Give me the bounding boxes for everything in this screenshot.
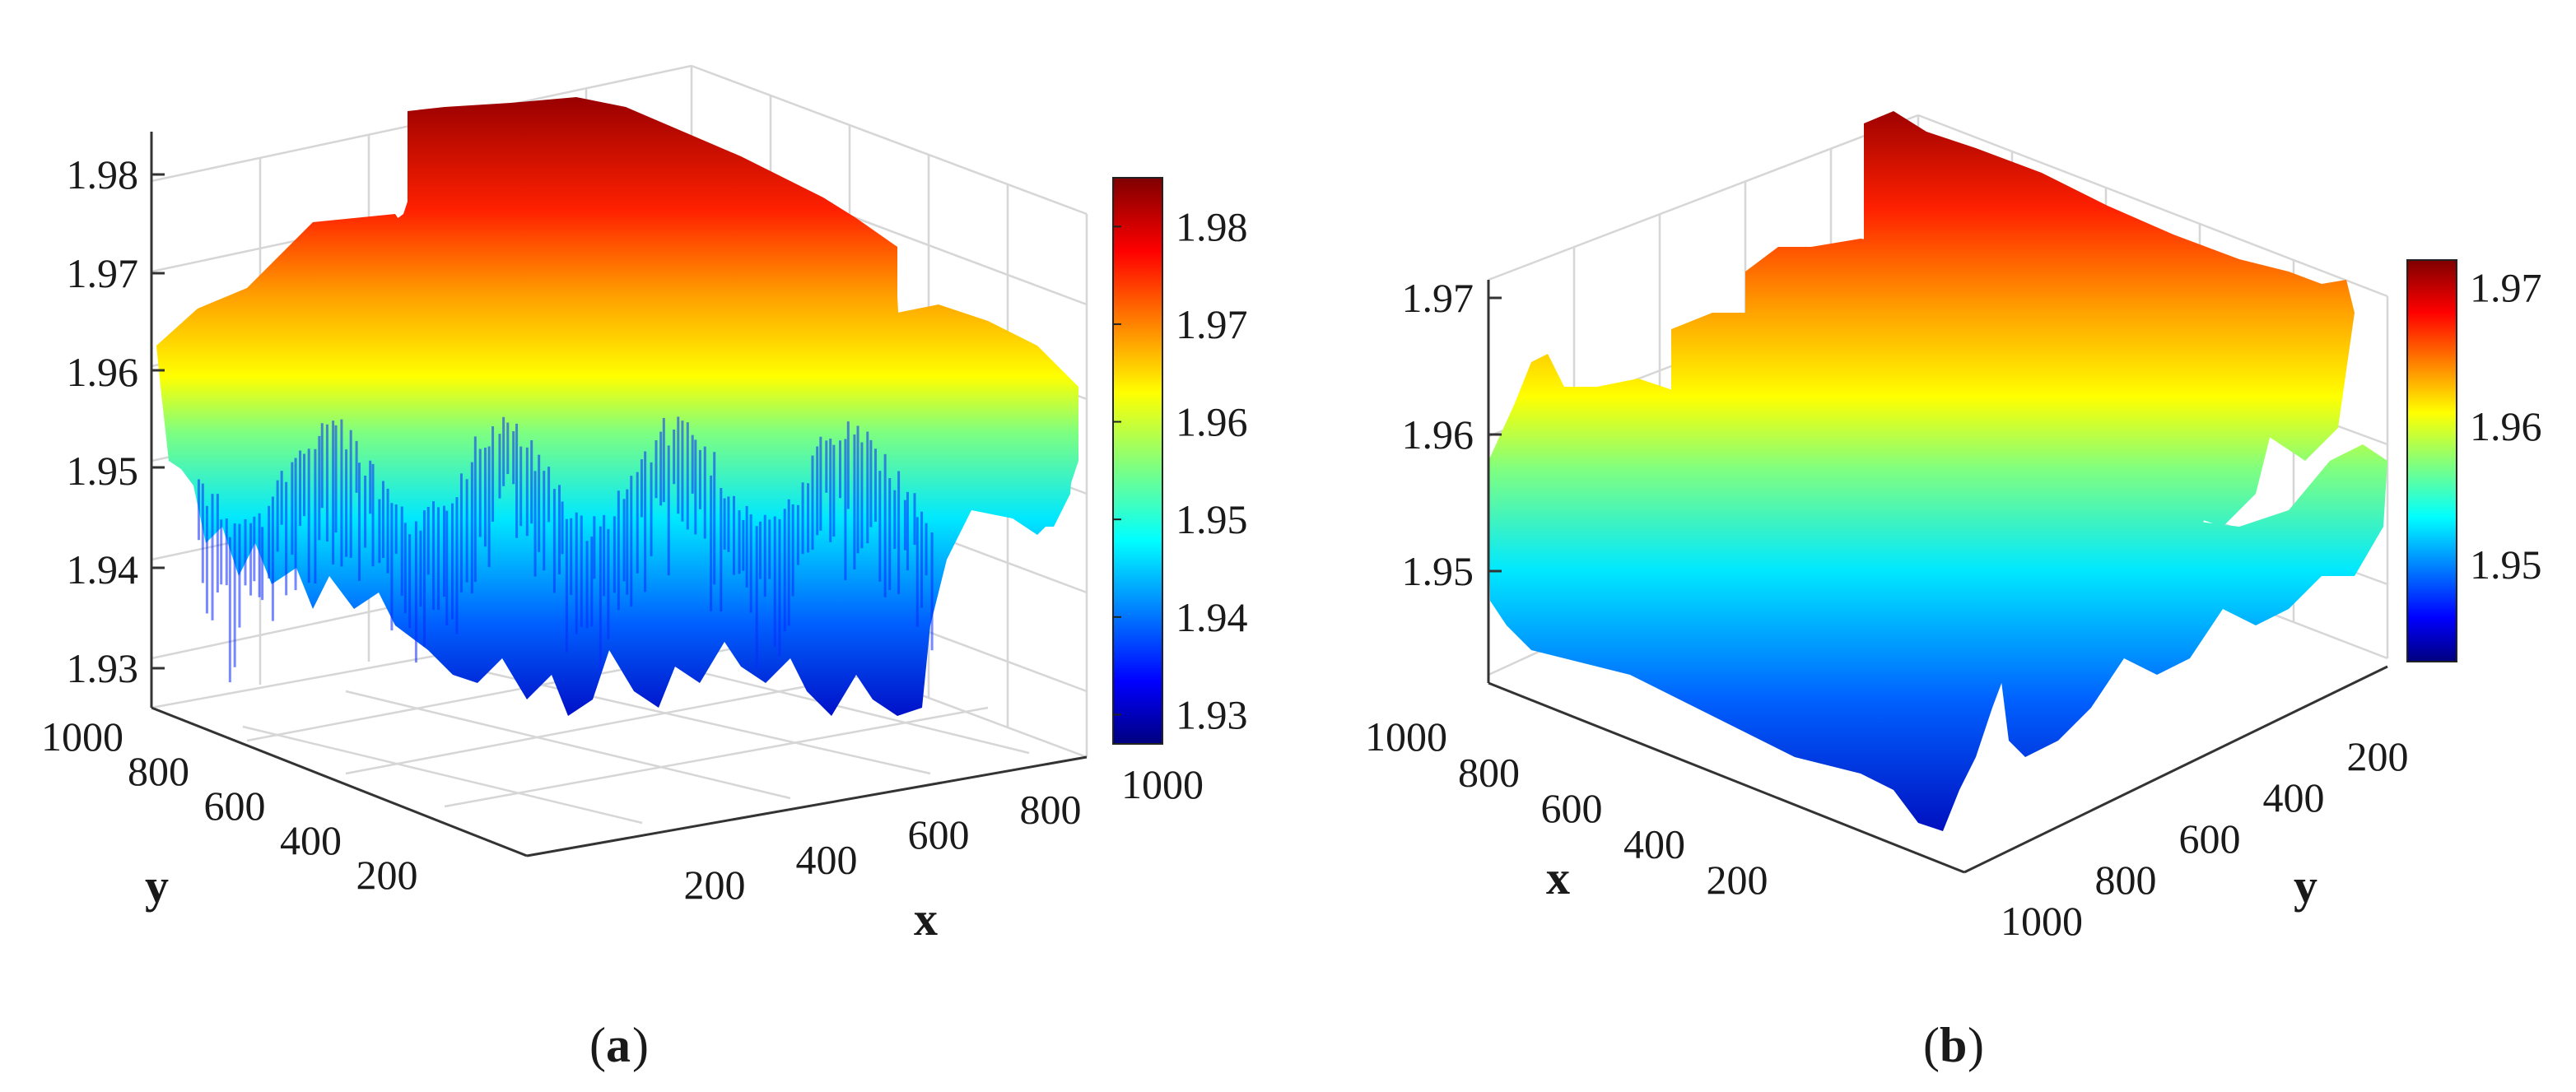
panel-b-y-tick-200: 200 — [2347, 733, 2409, 779]
panel-b-z-tick-1.96: 1.96 — [1402, 411, 1474, 458]
panel-a-y-tick-800: 800 — [128, 748, 189, 794]
panel-b-xlabel: x — [1546, 851, 1570, 904]
panel-b-x-tick-800: 800 — [1458, 750, 1520, 796]
panel-a-x-tick-600: 600 — [908, 811, 970, 857]
panel-a-spikes — [197, 416, 934, 683]
panel-a-axes — [150, 132, 1088, 857]
panel-a-z-tick-1.96: 1.96 — [67, 349, 139, 395]
panel-a-z-tick-1.97: 1.97 — [67, 250, 139, 296]
panel-a-y-tick-200: 200 — [356, 852, 418, 898]
panel-a-x-tick-1000: 1000 — [1121, 761, 1204, 807]
panel-b-y-tick-labels: 200 400 600 800 1000 — [2001, 733, 2409, 944]
panel-b-caption: ( b ) — [1923, 1018, 1984, 1072]
panel-b-ylabel: y — [2294, 859, 2317, 913]
panel-a-z-tick-labels: 1.93 1.94 1.95 1.96 1.97 1.98 — [67, 151, 139, 691]
panel-a-x-tick-800: 800 — [1020, 787, 1082, 833]
panel-a-y-tick-600: 600 — [204, 783, 266, 829]
panel-b-x-tick-200: 200 — [1707, 857, 1768, 903]
panel-b-colorbar-tick-1.97: 1.97 — [2470, 265, 2542, 311]
panel-b-surface — [1488, 111, 2387, 831]
panel-a-colorbar — [1112, 177, 1163, 745]
panel-b-y-tick-800: 800 — [2095, 857, 2157, 903]
panel-a-caption: ( a ) — [589, 1018, 649, 1072]
panel-b-colorbar-tick-1.95: 1.95 — [2470, 541, 2542, 588]
panel-a-z-tick-1.94: 1.94 — [67, 546, 139, 592]
panel-b-caption-close: ) — [1968, 1018, 1984, 1072]
panel-a-colorbar-tick-1.93: 1.93 — [1176, 691, 1248, 737]
panel-a-colorbar-tick-1.96: 1.96 — [1176, 399, 1248, 445]
panel-a-colorbar-tick-1.97: 1.97 — [1176, 301, 1248, 347]
panel-a-y-tick-1000: 1000 — [41, 713, 123, 760]
panel-b-colorbar-tick-labels: 1.95 1.96 1.97 — [2470, 265, 2542, 588]
panel-a: 1.931.941.951.961.971.98 100080060040020… — [41, 64, 1248, 1072]
panel-a-z-tick-1.95: 1.95 — [67, 448, 139, 494]
panel-a-colorbar-tick-1.94: 1.94 — [1176, 594, 1248, 640]
panel-b-colorbar — [2406, 259, 2457, 662]
panel-b-z-tick-1.95: 1.95 — [1402, 548, 1474, 594]
panel-a-caption-open: ( — [589, 1018, 606, 1072]
panel-b-y-tick-600: 600 — [2179, 816, 2241, 862]
panel-a-caption-close: ) — [632, 1018, 649, 1072]
panel-b-axes — [1487, 280, 2388, 874]
panel-b-x-tick-400: 400 — [1623, 821, 1685, 867]
panel-b-x-tick-600: 600 — [1541, 785, 1603, 831]
panel-a-y-tick-400: 400 — [280, 817, 342, 863]
panel-a-z-tick-1.98: 1.98 — [67, 151, 139, 197]
panel-a-x-tick-400: 400 — [796, 837, 858, 883]
panel-a-colorbar-tick-1.98: 1.98 — [1176, 203, 1248, 249]
panel-b-y-tick-1000: 1000 — [2001, 898, 2083, 944]
panel-a-ylabel: y — [145, 859, 169, 913]
panel-a-z-tick-1.93: 1.93 — [67, 645, 139, 691]
panel-b-x-tick-1000: 1000 — [1365, 713, 1447, 760]
panel-a-colorbar-tick-labels: 1.93 1.94 1.95 1.96 1.97 1.98 — [1176, 203, 1248, 737]
panel-b-caption-open: ( — [1923, 1018, 1940, 1072]
panel-a-x-tick-200: 200 — [684, 862, 746, 908]
panel-b-y-tick-400: 400 — [2263, 774, 2325, 820]
panel-a-x-tick-labels: 200 400 600 800 1000 — [684, 761, 1204, 908]
panel-a-colorbar-tick-1.95: 1.95 — [1176, 496, 1248, 542]
panel-a-caption-letter: a — [606, 1018, 631, 1072]
panel-b-colorbar-tick-1.96: 1.96 — [2470, 403, 2542, 449]
panel-b-z-tick-1.97: 1.97 — [1402, 275, 1474, 321]
panel-a-surface — [156, 97, 1078, 716]
panel-a-xlabel: x — [914, 892, 938, 946]
panel-b-caption-letter: b — [1940, 1018, 1967, 1072]
panel-b-z-tick-labels: 1.95 1.96 1.97 — [1402, 275, 1474, 594]
